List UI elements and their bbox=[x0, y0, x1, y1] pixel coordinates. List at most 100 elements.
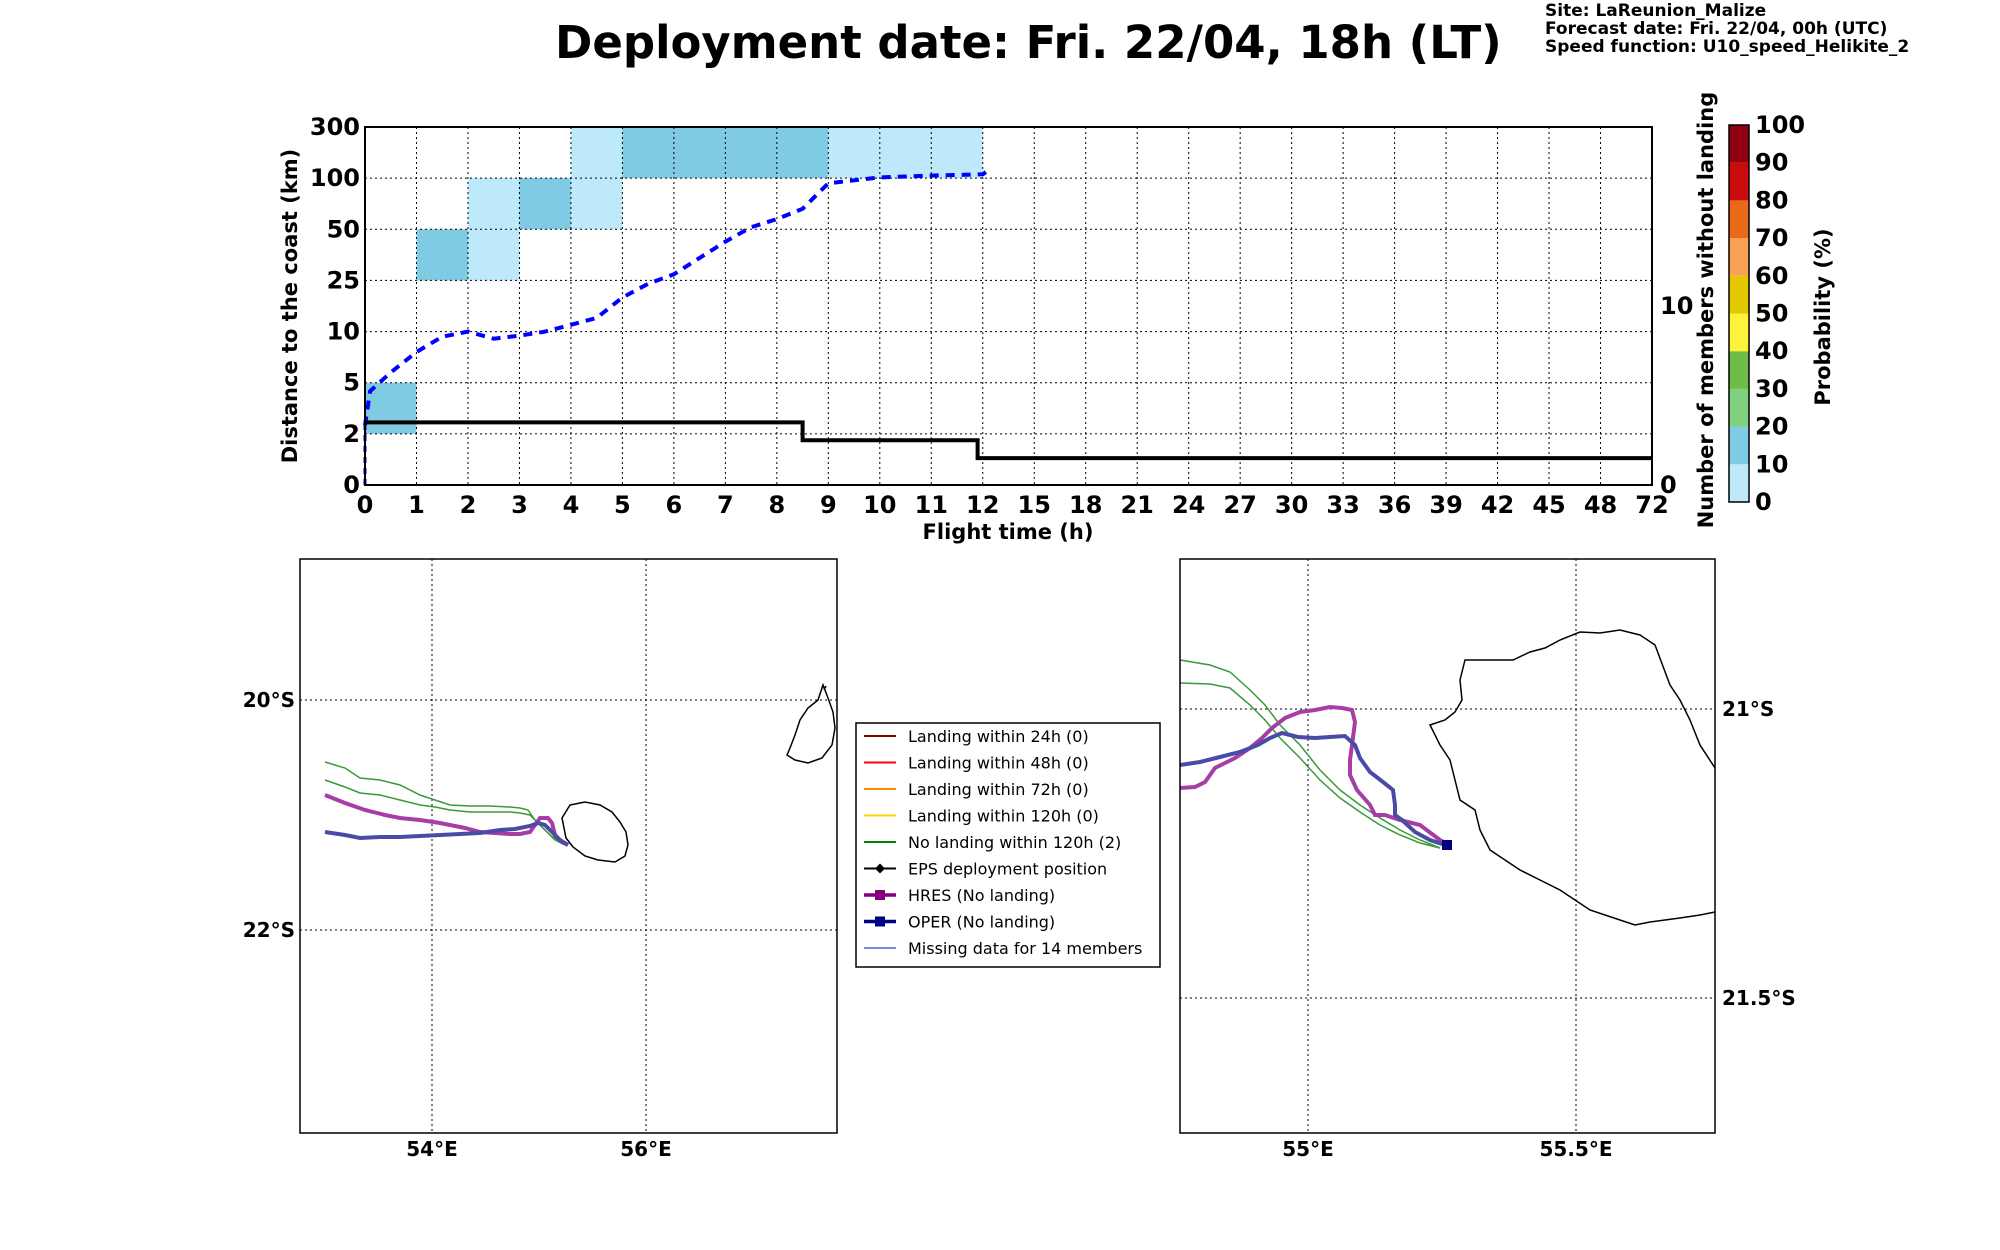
x-tick-6: 6 bbox=[666, 491, 683, 519]
legend-marker-5 bbox=[875, 863, 885, 874]
x-tick-4: 4 bbox=[563, 491, 580, 519]
colorbar-segment-9 bbox=[1729, 125, 1749, 163]
heat-cell-4 bbox=[519, 178, 571, 230]
site-label: Site: LaReunion_Malize bbox=[1545, 1, 1767, 21]
mean-distance-line bbox=[363, 166, 993, 426]
legend-label-8: Missing data for 14 members bbox=[908, 939, 1142, 958]
y-tick-100: 100 bbox=[310, 164, 360, 192]
heat-cell-0 bbox=[365, 382, 417, 434]
x-tick-33: 33 bbox=[1326, 491, 1359, 519]
x-tick-3: 3 bbox=[511, 491, 528, 519]
colorbar-label: Probability (%) bbox=[1811, 228, 1835, 405]
colorbar-segment-3 bbox=[1729, 351, 1749, 389]
legend-label-4: No landing within 120h (2) bbox=[908, 833, 1121, 852]
heatmap-frame bbox=[364, 126, 1653, 486]
map-left: 54°E 56°E 20°S 22°S bbox=[243, 558, 838, 1161]
colorbar-tick-10: 10 bbox=[1755, 450, 1788, 478]
colorbar-frame bbox=[1728, 124, 1750, 503]
x-tick-15: 15 bbox=[1018, 491, 1051, 519]
colorbar-tick-60: 60 bbox=[1755, 262, 1788, 290]
map-right-lon-tick-55-5: 55.5°E bbox=[1539, 1137, 1612, 1161]
y-tick-25: 25 bbox=[327, 266, 360, 294]
x-tick-1: 1 bbox=[408, 491, 425, 519]
x-tick-48: 48 bbox=[1584, 491, 1617, 519]
map-left-lat-tick-22: 22°S bbox=[243, 918, 295, 942]
map-right-lat-tick-21-5: 21.5°S bbox=[1722, 986, 1796, 1010]
colorbar-segment-7 bbox=[1729, 200, 1749, 239]
y-tick-0: 0 bbox=[343, 471, 360, 499]
legend-label-3: Landing within 120h (0) bbox=[908, 807, 1099, 826]
colorbar-tick-50: 50 bbox=[1755, 300, 1788, 328]
y-tick-50: 50 bbox=[327, 215, 360, 243]
y-axis-label: Distance to the coast (km) bbox=[278, 149, 302, 464]
map-right-lat-tick-21: 21°S bbox=[1722, 697, 1774, 721]
heat-cell-5 bbox=[570, 178, 623, 230]
x-tick-27: 27 bbox=[1223, 491, 1256, 519]
x-axis-label: Flight time (h) bbox=[923, 520, 1094, 544]
x-tick-18: 18 bbox=[1069, 491, 1102, 519]
colorbar-segment-4 bbox=[1729, 313, 1749, 352]
track-green-2 bbox=[324, 779, 561, 843]
zoom-track-green-1 bbox=[1179, 659, 1441, 849]
x-tick-2: 2 bbox=[460, 491, 477, 519]
x-tick-labels: 0 1 2 3 4 5 6 7 8 9 10 11 12 15 18 21 24 27 30 33 36 39 42 45 48… bbox=[357, 491, 1669, 519]
colorbar-tick-40: 40 bbox=[1755, 337, 1788, 365]
y-tick-2: 2 bbox=[343, 420, 360, 448]
x-tick-11: 11 bbox=[915, 491, 948, 519]
zoom-oper-marker bbox=[1442, 840, 1452, 850]
x-tick-72: 72 bbox=[1635, 491, 1668, 519]
x-tick-45: 45 bbox=[1532, 491, 1565, 519]
y-tick-10: 10 bbox=[327, 318, 360, 346]
x-tick-21: 21 bbox=[1120, 491, 1153, 519]
speed-function-label: Speed function: U10_speed_Helikite_2 bbox=[1545, 37, 1910, 57]
colorbar-tick-80: 80 bbox=[1755, 186, 1788, 214]
forecast-date-label: Forecast date: Fri. 22/04, 00h (UTC) bbox=[1545, 19, 1888, 39]
colorbar-tick-0: 0 bbox=[1755, 488, 1772, 516]
legend-label-7: OPER (No landing) bbox=[908, 913, 1055, 932]
legend-label-0: Landing within 24h (0) bbox=[908, 727, 1089, 746]
map-right: 55°E 55.5°E 21°S 21.5°S bbox=[1179, 558, 1796, 1161]
legend-marker-7 bbox=[875, 916, 885, 927]
members-line bbox=[365, 420, 1652, 461]
info-block: Site: LaReunion_Malize Forecast date: Fr… bbox=[1545, 2, 1909, 56]
colorbar-tick-20: 20 bbox=[1755, 413, 1788, 441]
x-tick-7: 7 bbox=[717, 491, 734, 519]
heat-cell-6 bbox=[570, 127, 623, 179]
x-tick-0: 0 bbox=[357, 491, 374, 519]
legend-marker-6 bbox=[875, 890, 885, 900]
y-tick-300: 300 bbox=[310, 113, 360, 141]
legend: Landing within 24h (0) Landing within 48h… bbox=[855, 722, 1161, 968]
track-oper bbox=[324, 820, 569, 847]
heat-cell-1 bbox=[416, 229, 468, 281]
x-tick-12: 12 bbox=[966, 491, 999, 519]
x-tick-9: 9 bbox=[820, 491, 837, 519]
colorbar-tick-70: 70 bbox=[1755, 224, 1788, 252]
y2-tick-labels: 0 10 bbox=[1660, 292, 1693, 499]
heat-cell-2 bbox=[467, 229, 520, 281]
x-tick-24: 24 bbox=[1172, 491, 1205, 519]
colorbar: 0 10 20 30 40 50 60 70 80 90 100 bbox=[1728, 111, 1805, 516]
colorbar-segment-8 bbox=[1729, 162, 1749, 201]
y-tick-5: 5 bbox=[343, 369, 360, 397]
island-reunion-zoom bbox=[1428, 629, 1716, 926]
chart-title: Deployment date: Fri. 22/04, 18h (LT) bbox=[555, 16, 1502, 69]
heat-cell-3 bbox=[467, 178, 520, 230]
y2-tick-0: 0 bbox=[1660, 471, 1677, 499]
x-tick-36: 36 bbox=[1378, 491, 1411, 519]
x-tick-30: 30 bbox=[1275, 491, 1308, 519]
island-mauritius bbox=[786, 682, 836, 764]
colorbar-tick-90: 90 bbox=[1755, 149, 1788, 177]
map-right-lon-tick-55: 55°E bbox=[1282, 1137, 1334, 1161]
x-tick-42: 42 bbox=[1481, 491, 1514, 519]
colorbar-segment-5 bbox=[1729, 275, 1749, 314]
map-left-lon-tick-54: 54°E bbox=[406, 1137, 458, 1161]
legend-label-6: HRES (No landing) bbox=[908, 886, 1055, 905]
colorbar-tick-100: 100 bbox=[1755, 111, 1805, 139]
colorbar-segment-6 bbox=[1729, 238, 1749, 276]
y2-tick-10: 10 bbox=[1660, 292, 1693, 320]
x-tick-10: 10 bbox=[863, 491, 896, 519]
x-tick-39: 39 bbox=[1429, 491, 1462, 519]
colorbar-segment-1 bbox=[1729, 426, 1749, 465]
